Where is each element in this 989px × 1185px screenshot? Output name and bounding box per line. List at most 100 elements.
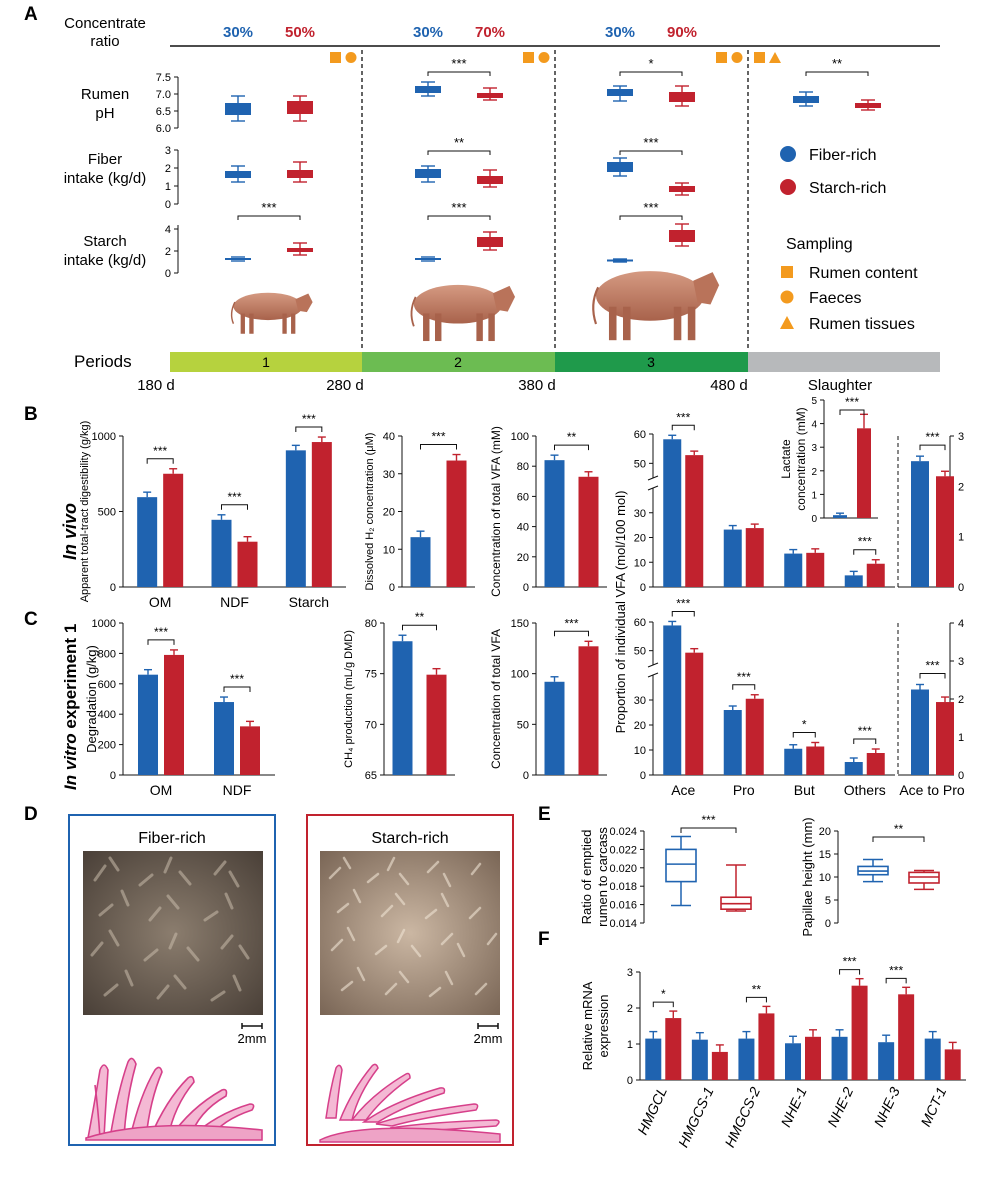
starch-papillae-texture: [328, 856, 498, 998]
significance-label: ***: [302, 412, 316, 426]
y-tick-label: 20: [634, 720, 646, 732]
y-tick-label: 0: [811, 514, 817, 525]
bar: [738, 1038, 755, 1080]
significance-bracket: [554, 444, 589, 451]
y-tick-label: 100: [511, 669, 529, 681]
significance-label: ***: [925, 659, 939, 673]
y-axis-title: Apparent total-tract digestibility (g/kg…: [79, 421, 91, 603]
significance-bracket: [792, 732, 816, 738]
bar: [163, 473, 184, 587]
y-tick-label: 20: [819, 826, 831, 838]
significance-label: ***: [845, 395, 859, 409]
significance-bracket: [885, 977, 907, 984]
significance-bracket: [919, 444, 946, 451]
period-number: 2: [454, 354, 462, 370]
significance-bracket: [680, 827, 737, 833]
y-tick-label: 0.020: [609, 863, 637, 875]
fiber-tick: 1: [165, 181, 171, 193]
significance-bracket: [853, 738, 877, 744]
legend-sampling-title: Sampling: [786, 236, 853, 253]
legend-faeces: Faeces: [809, 290, 861, 307]
in-vitro-side-label: In vitro experiment 1: [61, 624, 80, 790]
significance-label: ***: [925, 430, 939, 444]
significance-bracket: [554, 630, 589, 637]
sig-label: **: [832, 56, 842, 71]
bar: [745, 698, 764, 775]
bar: [936, 476, 954, 587]
bar: [426, 674, 447, 775]
y-tick-label: 1: [958, 732, 964, 744]
bar: [685, 652, 704, 775]
box-starch-p1-fiber: [225, 256, 251, 262]
significance-label: **: [415, 610, 425, 624]
y-tick-label: 50: [517, 719, 529, 731]
fiber-rich-frame: [68, 814, 276, 1146]
bar: [211, 519, 232, 587]
bar: [665, 1018, 682, 1080]
y-tick-label: 150: [511, 618, 529, 630]
x-tick-label: Ace to Pro: [899, 782, 965, 798]
x-tick-label: Starch: [289, 594, 329, 610]
y-tick-label: 15: [819, 849, 831, 861]
bar: [831, 1036, 848, 1080]
bar: [911, 461, 929, 587]
square-marker: [781, 266, 793, 278]
legend-rumen-tissues: Rumen tissues: [809, 316, 915, 333]
period-number: 1: [262, 354, 270, 370]
significance-label: ***: [889, 963, 903, 977]
y-tick-label: 30: [383, 469, 395, 481]
bar: [723, 710, 742, 775]
y-tick-label: 0: [640, 582, 646, 594]
y-tick-label: 40: [517, 522, 529, 534]
sig-label: *: [648, 56, 653, 71]
y-axis-title: rumen to carcass: [595, 827, 610, 927]
starch-tick: 4: [165, 224, 171, 236]
row-label-ph-2: pH: [95, 105, 114, 122]
bar: [784, 748, 803, 775]
x-tick-label: NHE-1: [777, 1085, 809, 1130]
sig-label: **: [454, 135, 464, 150]
significance-label: ***: [676, 410, 690, 424]
cow-illustration-large: [592, 271, 720, 341]
box-ph-p2-starch: [477, 87, 503, 101]
ratio-labels: 30% 50% 30% 70% 30% 90%: [223, 24, 697, 41]
x-tick-label: NHE-3: [871, 1084, 903, 1129]
panel-f-label: F: [538, 929, 550, 950]
cow-illustration-small: [230, 292, 313, 334]
significance-label: ***: [858, 535, 872, 549]
significance-label: ***: [701, 813, 715, 827]
ph-tick: 6.5: [156, 106, 171, 118]
y-tick-label: 0: [110, 770, 116, 782]
fiber-tick: 3: [165, 145, 171, 157]
y-tick-label: 1: [958, 532, 964, 544]
chart-e2-papillae: 0 5 10 15 20 Papillae height (mm) **: [800, 817, 940, 937]
bar: [936, 702, 954, 775]
significance-bracket: [872, 836, 925, 842]
y-axis-title: concentration (mM): [794, 407, 808, 510]
slaughter-label: Slaughter: [808, 377, 872, 394]
y-tick-label: 100: [511, 431, 529, 443]
bar: [806, 746, 825, 775]
square-marker: [330, 52, 341, 63]
y-tick-label: 75: [365, 669, 377, 681]
sampling-markers: [330, 52, 781, 63]
ratio-p1-starch: 50%: [285, 24, 315, 41]
square-marker: [716, 52, 727, 63]
y-tick-label: 3: [627, 967, 633, 979]
chart-c2-ch4: 65 70 75 80 CH₄ production (mL/g DMD) **: [343, 610, 455, 782]
y-axis-title: Concentration of total VFA (mM): [489, 426, 503, 597]
significance-label: **: [752, 982, 762, 996]
fiber-papillae-texture: [90, 856, 250, 1002]
fiber-tick: 0: [165, 199, 171, 211]
significance-bracket: [223, 686, 251, 693]
y-axis-title: Dissolved H₂ concentration (μM): [364, 433, 376, 591]
y-tick-label: 800: [98, 648, 116, 660]
y-tick-label: 30: [634, 508, 646, 520]
panel-d: D Fiber-rich Starch-rich 2mm 2mm: [24, 804, 514, 1146]
row-label-fiber-2: intake (kg/d): [64, 170, 147, 187]
day-label: 480 d: [710, 377, 748, 394]
x-tick-label: HMGCL: [634, 1085, 670, 1138]
y-tick-label: 60: [517, 491, 529, 503]
x-tick-label: But: [794, 782, 815, 798]
